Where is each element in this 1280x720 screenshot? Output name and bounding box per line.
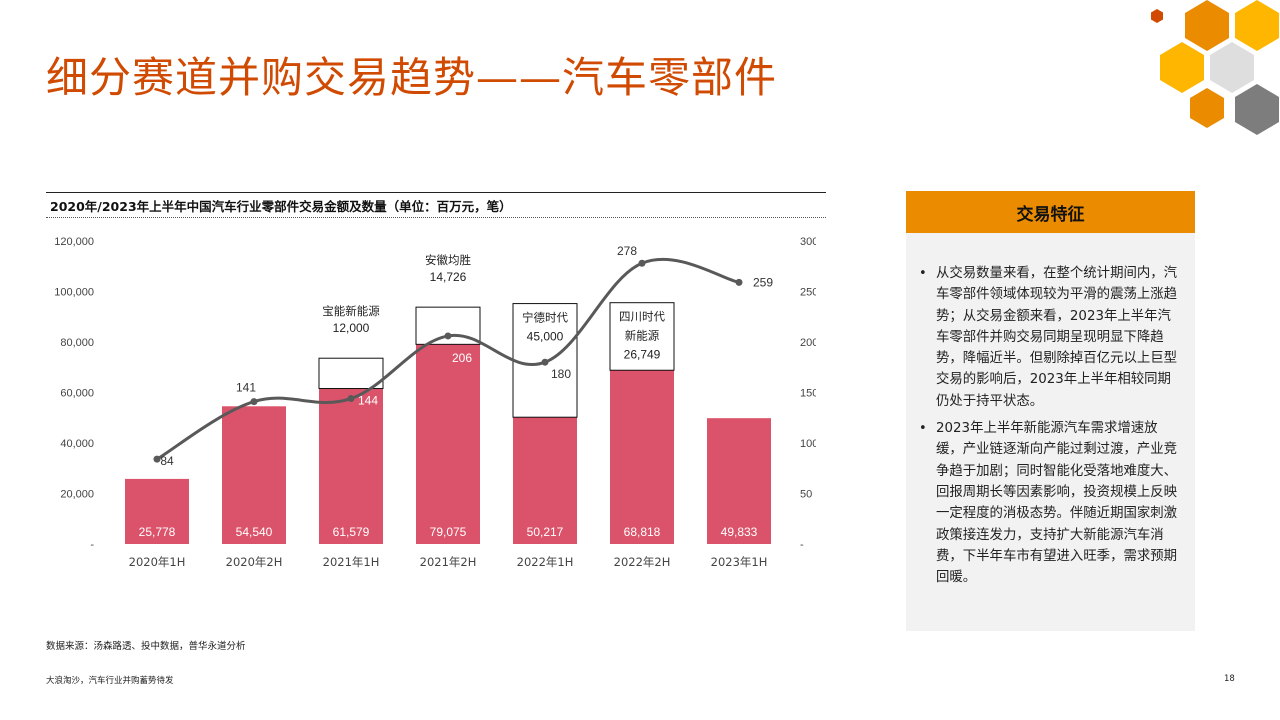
- y-right-tick-label: -: [800, 539, 804, 551]
- x-category-label: 2023年1H: [711, 555, 768, 569]
- line-point-label: 144: [358, 394, 378, 408]
- line-point-label: 141: [236, 381, 256, 395]
- annotation-value: 26,749: [624, 348, 661, 362]
- bar: [610, 370, 674, 544]
- annotation-value: 12,000: [333, 321, 370, 335]
- footer-title: 大浪淘沙，汽车行业并购蓄势待发: [46, 676, 174, 686]
- hexagon-logo: [1151, 0, 1279, 135]
- bar: [513, 417, 577, 544]
- annotation-name: 宝能新能源: [322, 304, 380, 318]
- bar-value-label: 79,075: [430, 525, 467, 539]
- y-left-tick-label: 100,000: [54, 287, 94, 299]
- annotation-value: 45,000: [527, 330, 564, 344]
- y-right-tick-label: 300: [800, 236, 816, 248]
- annotation-value: 14,726: [430, 270, 467, 284]
- x-category-label: 2020年2H: [226, 555, 283, 569]
- hex-yellow-left: [1160, 42, 1204, 93]
- bar: [222, 406, 286, 544]
- bar-value-label: 49,833: [721, 525, 758, 539]
- panel-bullet-2: 2023年上半年新能源汽车需求增速放缓，产业链逐渐向产能过剩过渡，产业竞争趋于加…: [919, 418, 1183, 588]
- y-left-tick-label: 80,000: [60, 337, 94, 349]
- annotation-box: [318, 357, 384, 390]
- y-right-tick-label: 200: [800, 337, 816, 349]
- annotation-name: 四川时代: [619, 310, 665, 324]
- bar: [125, 478, 189, 544]
- bar-value-label: 54,540: [236, 525, 273, 539]
- page-number: 18: [1224, 674, 1235, 684]
- line-point: [250, 398, 258, 406]
- data-source: 数据来源：汤森路透、投中数据，普华永道分析: [46, 641, 246, 652]
- bar-value-label: 68,818: [624, 525, 661, 539]
- side-panel: 交易特征 从交易数量来看，在整个统计期间内，汽车零部件领域体现较为平滑的震荡上涨…: [906, 191, 1195, 631]
- hex-small-red: [1151, 9, 1163, 23]
- x-category-label: 2022年1H: [517, 555, 574, 569]
- y-right-tick-label: 150: [800, 388, 816, 400]
- page-title: 细分赛道并购交易趋势——汽车零部件: [46, 53, 778, 102]
- annotation-box: [609, 302, 675, 371]
- line-point-label: 278: [617, 244, 637, 258]
- x-category-label: 2022年2H: [614, 555, 671, 569]
- x-category-label: 2021年2H: [420, 555, 477, 569]
- y-left-tick-label: -: [90, 539, 94, 551]
- line-point: [638, 259, 646, 267]
- hex-orange-top: [1185, 0, 1229, 51]
- bar-value-label: 50,217: [527, 525, 564, 539]
- line-point-label: 206: [452, 351, 472, 365]
- bar-value-label: 61,579: [333, 525, 370, 539]
- y-left-tick-label: 120,000: [54, 236, 94, 248]
- annotation-name: 安徽均胜: [425, 253, 471, 267]
- hex-grey-light: [1210, 42, 1254, 93]
- combo-chart: - 20,000 40,000 60,000 80,000 100,000 120,000 -…: [54, 236, 816, 569]
- line-point-label: 259: [753, 275, 773, 289]
- line-point: [444, 332, 452, 340]
- y-left-tick-label: 20,000: [60, 489, 94, 501]
- hex-orange-bottom: [1190, 88, 1224, 128]
- x-category-label: 2020年1H: [129, 555, 186, 569]
- line-point: [541, 358, 549, 366]
- line-point: [153, 455, 161, 463]
- bar: [416, 344, 480, 544]
- hex-yellow-top: [1235, 0, 1279, 51]
- bar-value-label: 25,778: [139, 525, 176, 539]
- panel-bullet-1: 从交易数量来看，在整个统计期间内，汽车零部件领域体现较为平滑的震荡上涨趋势；从交…: [919, 263, 1183, 412]
- y-right-tick-label: 250: [800, 287, 816, 299]
- annotation-name: 宁德时代: [522, 311, 568, 325]
- bar: [319, 388, 383, 544]
- line-point-label: 180: [551, 367, 571, 381]
- line-point: [735, 278, 743, 286]
- chart-title: 2020年/2023年上半年中国汽车行业零部件交易金额及数量（单位：百万元，笔）: [50, 199, 512, 214]
- bar: [707, 418, 771, 544]
- chart-title-bar: 2020年/2023年上半年中国汽车行业零部件交易金额及数量（单位：百万元，笔）: [46, 192, 826, 218]
- line-point: [347, 395, 355, 403]
- x-category-label: 2021年1H: [323, 555, 380, 569]
- y-right-tick-label: 50: [800, 489, 812, 501]
- annotation-name: 新能源: [625, 329, 660, 343]
- hex-grey-dark: [1235, 84, 1279, 135]
- panel-header: 交易特征: [906, 191, 1195, 233]
- line-point-label: 84: [160, 454, 174, 468]
- y-left-tick-label: 40,000: [60, 438, 94, 450]
- panel-bullets: 从交易数量来看，在整个统计期间内，汽车零部件领域体现较为平滑的震荡上涨趋势；从交…: [906, 233, 1195, 588]
- y-right-tick-label: 100: [800, 438, 816, 450]
- y-left-tick-label: 60,000: [60, 388, 94, 400]
